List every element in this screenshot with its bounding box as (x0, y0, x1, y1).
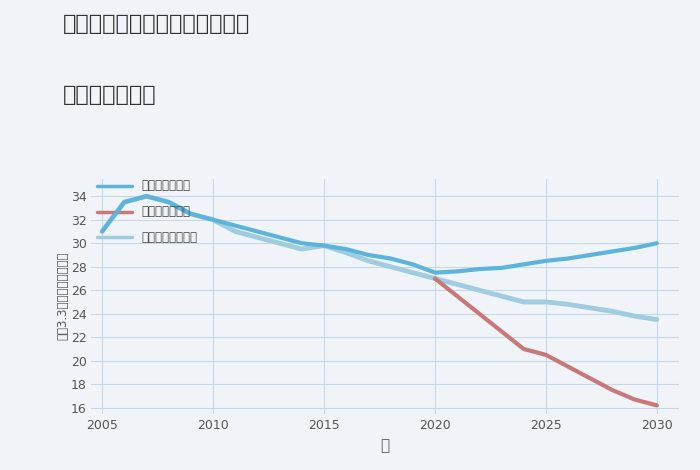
Text: 兵庫県姫路市大津区勘兵衛町の: 兵庫県姫路市大津区勘兵衛町の (63, 14, 251, 34)
X-axis label: 年: 年 (380, 438, 390, 453)
Text: 土地の価格推移: 土地の価格推移 (63, 85, 157, 105)
Text: ノーマルシナリオ: ノーマルシナリオ (141, 231, 197, 244)
Y-axis label: 坪（3.3㎡）単価（万円）: 坪（3.3㎡）単価（万円） (56, 252, 69, 340)
Text: バッドシナリオ: バッドシナリオ (141, 205, 190, 218)
Text: グッドシナリオ: グッドシナリオ (141, 179, 190, 192)
